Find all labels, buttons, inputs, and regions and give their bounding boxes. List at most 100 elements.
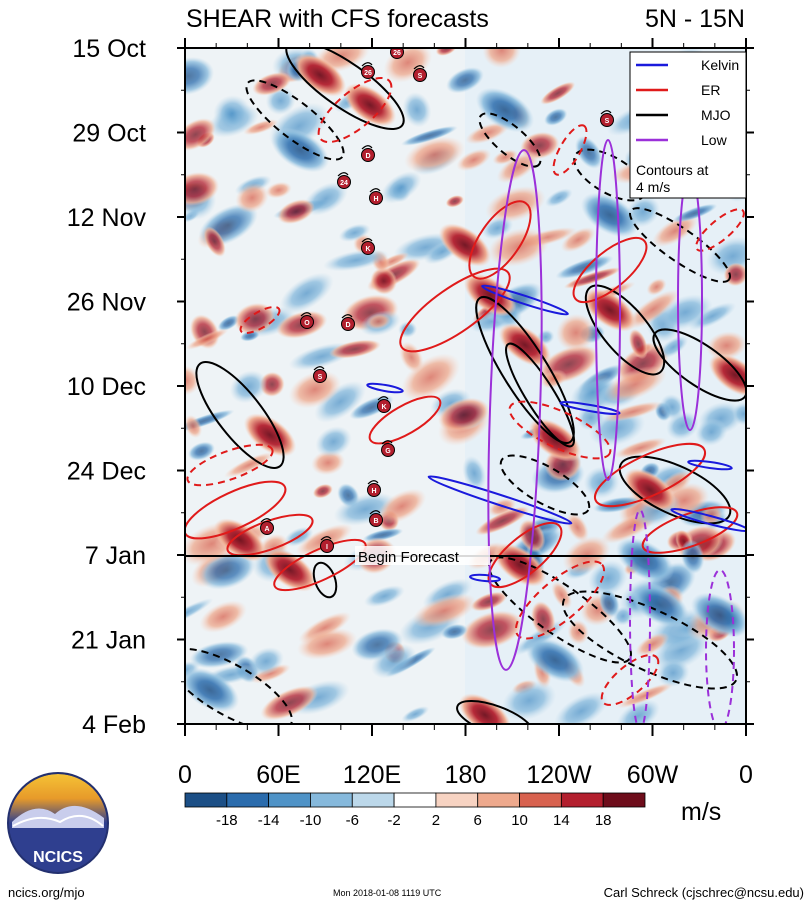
shear-cell (185, 56, 215, 96)
shear-cell (530, 600, 556, 638)
svg-text:S: S (418, 73, 423, 80)
y-tick-label: 24 Dec (67, 458, 146, 486)
legend-label-low: Low (701, 132, 728, 148)
shear-cell (185, 414, 203, 439)
y-tick-label: 12 Nov (67, 204, 147, 232)
shear-cell (401, 125, 458, 146)
low-contour (705, 569, 735, 724)
legend-label-mjo: MJO (701, 107, 731, 123)
shear-cell (465, 122, 510, 145)
website-link[interactable]: ncics.org/mjo (8, 885, 85, 900)
shear-min (185, 667, 240, 713)
shear-cell (672, 203, 718, 223)
shear-cell (260, 685, 319, 721)
forecast-label: Begin Forecast (358, 549, 460, 566)
shear-cell (224, 452, 275, 478)
y-tick-label: 15 Oct (72, 35, 146, 63)
svg-text:S: S (605, 118, 610, 125)
mjo-contour (285, 48, 405, 131)
shear-cell (199, 600, 247, 633)
mjo-contour (618, 455, 732, 525)
kelvin-contour (427, 475, 573, 525)
shear-cell (545, 188, 573, 208)
shear-cell (288, 370, 342, 409)
shear-cell (598, 588, 620, 618)
storm-symbol: 26 (390, 48, 404, 59)
colorbar-label: -6 (346, 812, 359, 829)
shear-cell (544, 108, 568, 126)
legend-note-line2: 4 m/s (636, 179, 670, 195)
svg-text:B: B (373, 518, 378, 525)
colorbar-swatch (184, 792, 228, 808)
legend: Kelvin ER MJO Low Contours at 4 m/s (629, 51, 747, 199)
x-tick-label: 120E (343, 761, 401, 789)
shear-min (270, 127, 330, 173)
timestamp: Mon 2018-01-08 1119 UTC (333, 888, 442, 898)
colorbar-label: -18 (216, 812, 238, 829)
shear-cell (265, 181, 292, 199)
mjo-contour (561, 590, 739, 690)
x-tick-label: 60E (256, 761, 300, 789)
shear-cell (404, 136, 465, 173)
shear-max (343, 83, 397, 127)
shear-cell (312, 483, 333, 499)
low-contour (595, 139, 621, 481)
low-contour (629, 509, 651, 724)
low-contour (487, 149, 543, 671)
er-contour (508, 400, 612, 460)
er-contour (186, 443, 274, 487)
shear-cell (314, 380, 366, 423)
shear-cell (377, 488, 427, 524)
svg-text:26: 26 (393, 50, 401, 57)
shear-cell (616, 699, 660, 724)
svg-text:H: H (371, 488, 376, 495)
shear-cell (656, 658, 690, 688)
shear-max (263, 548, 317, 592)
shear-cell (364, 585, 405, 608)
colorbar-label: 6 (474, 812, 482, 829)
shear-min (690, 592, 746, 638)
storm-symbol: 24 (337, 172, 351, 189)
y-tick-label: 26 Nov (67, 289, 147, 317)
shear-cell (554, 691, 609, 724)
shear-cell (652, 214, 699, 248)
svg-text:24: 24 (340, 180, 348, 187)
storm-symbol: H (369, 188, 383, 205)
shear-cell (234, 302, 276, 335)
er-contour (600, 654, 660, 706)
shear-max (438, 223, 492, 267)
shear-max (458, 693, 512, 724)
shear-cell (240, 330, 260, 342)
shear-max (463, 273, 517, 317)
shear-cell (380, 171, 422, 204)
svg-text:D: D (365, 153, 370, 160)
er-contour (317, 76, 393, 144)
er-contour (552, 124, 588, 176)
storm-symbol: B (369, 510, 383, 527)
svg-text:A: A (264, 526, 269, 533)
x-tick-label: 180 (445, 761, 487, 789)
author: Carl Schreck (cjschrec@ncsu.edu) (604, 885, 804, 900)
er-contour (514, 560, 606, 640)
mjo-contour (195, 361, 285, 469)
mjo-contour (185, 647, 293, 724)
storm-symbol: K (361, 238, 375, 255)
ncics-logo: NCICS (7, 772, 109, 874)
shear-cell (323, 249, 389, 272)
shear-cell (217, 315, 240, 331)
chart-region: 5N - 15N (645, 5, 745, 33)
colorbar-label: 18 (595, 812, 612, 829)
storm-symbol: S (413, 65, 427, 82)
shear-cell (402, 92, 432, 128)
storm-symbol: D (341, 314, 355, 331)
mjo-contour (245, 79, 345, 161)
storm-symbol: K (377, 396, 391, 413)
svg-text:S: S (318, 374, 323, 381)
x-tick-label: 120W (526, 761, 592, 789)
colorbar-swatch (477, 792, 520, 808)
er-contour (239, 306, 281, 334)
shear-cell (502, 680, 557, 721)
shear-cell (456, 148, 492, 172)
storm-symbol: D (361, 145, 375, 162)
shear-cell (695, 418, 728, 446)
